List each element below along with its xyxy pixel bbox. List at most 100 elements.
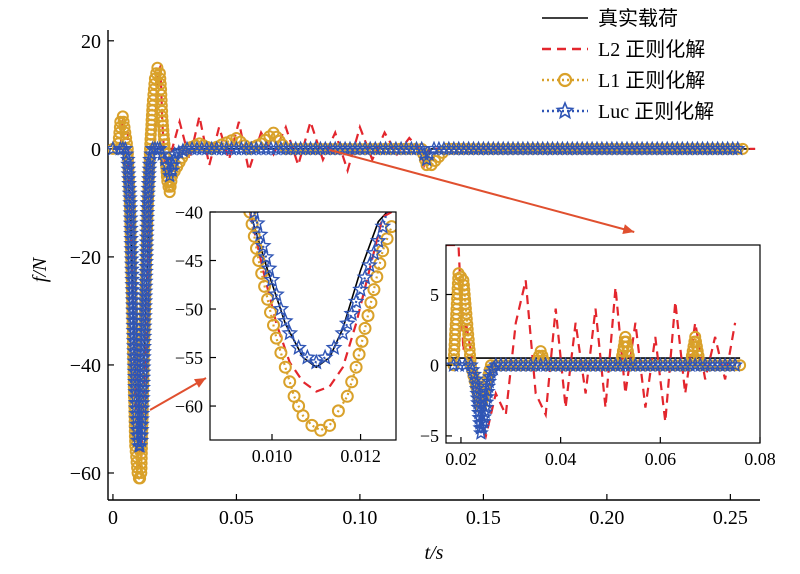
series-marker — [334, 324, 352, 341]
legend-marker — [555, 100, 575, 120]
y-tick-label: −45 — [175, 251, 203, 271]
series-marker — [139, 194, 156, 210]
series-marker — [340, 389, 354, 403]
series-marker — [136, 318, 153, 333]
series-marker — [164, 180, 177, 193]
series-marker — [254, 237, 272, 254]
series-marker — [347, 292, 365, 309]
series-marker — [133, 421, 150, 437]
series-marker — [137, 287, 154, 303]
inset2-series — [446, 245, 747, 440]
series-marker — [136, 338, 153, 354]
series-marker — [374, 217, 392, 234]
series-marker — [135, 348, 152, 364]
series-marker — [356, 268, 374, 285]
x-tick-label: 0.10 — [342, 507, 377, 529]
series-marker — [361, 256, 378, 273]
series-marker — [369, 232, 387, 249]
series-marker — [264, 305, 277, 319]
annotation-arrow — [329, 149, 635, 233]
series-marker — [135, 369, 152, 385]
series-marker — [135, 379, 152, 395]
series-marker — [370, 270, 384, 284]
legend-label: L2 正则化解 — [598, 38, 705, 61]
series-marker — [136, 312, 153, 328]
series-marker — [141, 161, 158, 176]
y-tick-label: −40 — [175, 202, 203, 222]
series-marker — [135, 374, 152, 390]
y-tick-label: −5 — [420, 426, 439, 446]
inset-zoom-peak: 0.010 0.012 −40 −45 −50 −55 −60 — [175, 202, 397, 466]
series-marker — [367, 283, 381, 297]
legend-label: L1 正则化解 — [598, 69, 705, 92]
series-marker — [479, 388, 496, 404]
series-marker — [729, 140, 746, 156]
series-marker — [138, 248, 155, 264]
series-marker — [355, 334, 369, 348]
series-marker — [345, 375, 359, 389]
series-marker — [136, 343, 152, 359]
legend: 真实载荷 L2 正则化解 L1 正则化解 Luc 正则化解 — [542, 7, 714, 123]
series-marker — [296, 409, 310, 423]
y-tick-label: −55 — [175, 348, 203, 368]
series-marker — [116, 110, 129, 123]
series-marker — [136, 328, 153, 344]
series-marker — [134, 399, 151, 415]
series-marker — [137, 268, 154, 284]
series-marker — [276, 312, 294, 329]
series-marker — [477, 399, 494, 415]
series-marker — [140, 170, 157, 186]
series-marker — [724, 140, 741, 156]
series-marker — [135, 358, 152, 374]
series-marker — [722, 356, 739, 372]
series-marker — [140, 185, 156, 200]
series-marker — [245, 217, 259, 231]
series-marker — [468, 375, 485, 391]
series-marker — [137, 292, 154, 308]
arrow-head — [622, 224, 635, 234]
series-marker — [278, 360, 292, 374]
main-ticks: 0 0.05 0.10 0.15 0.20 0.25 20 0 −20 −40 −60 — [70, 31, 748, 529]
series-marker — [352, 280, 369, 297]
y-tick-label: 0 — [91, 139, 101, 161]
series-marker — [352, 347, 366, 361]
series-marker — [138, 238, 155, 254]
series-marker — [247, 229, 261, 243]
series-marker — [137, 273, 154, 289]
series-marker — [138, 223, 155, 240]
series-marker — [135, 384, 151, 400]
legend-marker — [557, 72, 573, 88]
series-marker — [358, 321, 372, 335]
x-tick-label: 0.08 — [744, 449, 776, 469]
legend-label: 真实载荷 — [598, 7, 678, 30]
series-line — [446, 245, 737, 440]
series-marker — [272, 300, 290, 317]
series-marker — [138, 258, 154, 274]
series-marker — [118, 121, 131, 134]
series-marker — [299, 348, 316, 365]
main-series — [108, 61, 756, 485]
series-marker — [137, 302, 153, 318]
series-marker — [141, 156, 158, 172]
arrow-head — [194, 378, 206, 388]
series-marker — [134, 389, 151, 405]
series-marker — [137, 282, 154, 298]
series-marker — [269, 331, 283, 345]
series-marker — [365, 244, 383, 261]
y-tick-label: −60 — [175, 396, 203, 416]
series-marker — [258, 279, 272, 293]
series-marker — [364, 296, 378, 310]
y-axis-label: f/N — [29, 256, 51, 282]
x-tick-label: 0.05 — [219, 507, 254, 529]
series-marker — [469, 385, 486, 401]
series-marker — [250, 241, 263, 255]
series-marker — [137, 278, 154, 294]
series-marker — [481, 373, 498, 389]
x-tick-label: 0.010 — [252, 446, 293, 466]
series-marker — [138, 243, 155, 259]
x-tick-label: 0.15 — [466, 507, 501, 529]
series-marker — [478, 393, 495, 410]
series-marker — [163, 186, 176, 199]
inset1-series — [243, 212, 396, 437]
series-marker — [468, 380, 485, 396]
